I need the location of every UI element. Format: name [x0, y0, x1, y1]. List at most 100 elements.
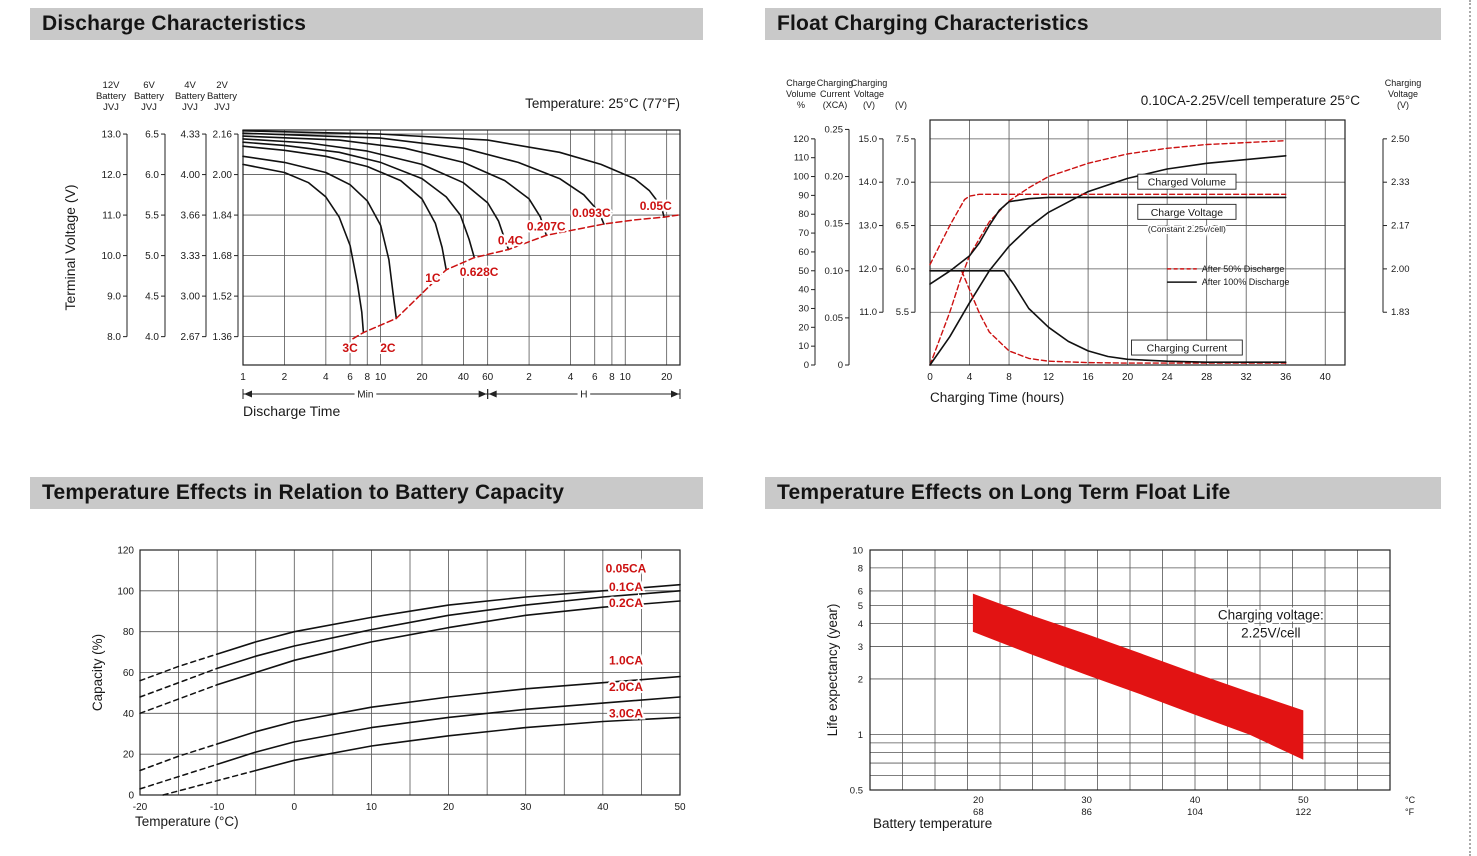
y-tick-label: 10.0 — [102, 251, 122, 262]
y-tick-label: 3.66 — [181, 211, 201, 222]
x-tick-label: 0 — [292, 802, 298, 813]
y-tick-label: 20 — [123, 750, 135, 761]
y-tick-label: 5.0 — [145, 251, 159, 262]
y-tick-label: 4.33 — [181, 130, 201, 141]
plot-border — [242, 129, 681, 366]
label-box — [1131, 339, 1243, 356]
y-tick-label: 5 — [858, 601, 863, 612]
axis-header: Charge — [786, 78, 816, 88]
y-tick-label: 1.84 — [213, 211, 233, 222]
y-tick-label: 14.0 — [859, 177, 878, 188]
temperature-annotation: Temperature: 25°C (77°F) — [525, 96, 680, 111]
x-tick-fahrenheit: 68 — [973, 807, 984, 818]
y-tick-label: 12.0 — [859, 264, 878, 275]
curve-1C — [242, 145, 448, 271]
legend-label: After 50% Discharge — [1202, 264, 1285, 274]
charging-voltage-annotation: 2.25V/cell — [1241, 625, 1300, 640]
curve-label-0.2CA: 0.2CA — [609, 596, 643, 610]
y-tick-label: 3 — [858, 642, 863, 653]
x-tick-label: 36 — [1280, 372, 1292, 383]
legend-label: After 100% Discharge — [1202, 277, 1290, 287]
plot-border — [139, 549, 681, 796]
curve-0.05C — [242, 130, 665, 218]
arrow-right — [671, 390, 679, 398]
y-tick-label: 3.00 — [181, 292, 201, 303]
temperature-capacity-chart: -20 -10 0 10 20 30 40 50 0 20 40 60 80 100 120 0.05CA 0.… — [90, 546, 686, 830]
y-tick-label: 80 — [798, 209, 809, 220]
curve-0.093C — [242, 132, 605, 225]
time-segment-label: Min — [357, 390, 373, 401]
curve-label-0.4C: 0.4C — [498, 233, 524, 247]
x-tick-label: 60 — [482, 372, 494, 383]
x-axis-label: Battery temperature — [873, 816, 992, 831]
y-tick-label: 11.0 — [102, 211, 121, 222]
x-tick-label: 20 — [443, 802, 455, 813]
y-tick-label: 50 — [798, 266, 809, 277]
curve-2C — [242, 155, 398, 320]
y-tick-label: 40 — [798, 285, 809, 296]
x-tick-fahrenheit: 104 — [1187, 807, 1203, 818]
curve-0.2CA — [216, 600, 681, 686]
page-edge-mark — [1469, 0, 1471, 856]
y-tick-label: 0.15 — [825, 219, 844, 230]
y-tick-label: 2.67 — [181, 332, 201, 343]
y-tick-label: 6.5 — [145, 130, 159, 141]
x-tick-label: 4 — [967, 372, 973, 383]
plot-border — [869, 549, 1391, 791]
y-tick-label: 6.5 — [896, 221, 909, 232]
axis-header: (V) — [1397, 100, 1409, 110]
x-tick-label: 30 — [520, 802, 532, 813]
y-tick-label: 1.83 — [1391, 307, 1410, 318]
y-tick-label: 10 — [798, 341, 809, 352]
curve-label-3.0CA: 3.0CA — [609, 706, 643, 720]
y-scale-title: JVJ — [141, 102, 157, 113]
x-tick-label: 20 — [416, 372, 428, 383]
discharge-panel-title: Discharge Characteristics — [30, 8, 703, 40]
y-tick-label: 4 — [858, 619, 863, 630]
y-axis-label: Capacity (%) — [90, 634, 105, 711]
curve-0.207C — [242, 135, 548, 237]
y-axis-label: Terminal Voltage (V) — [62, 184, 78, 310]
life-expectancy-band — [972, 593, 1304, 760]
y-tick-label: 6.0 — [896, 264, 909, 275]
x-axis-label: Charging Time (hours) — [930, 390, 1064, 405]
curve-label-1.0CA: 1.0CA — [609, 653, 643, 667]
curve-charge-voltage-after-100 — [929, 196, 1287, 285]
curve-label-3C: 3C — [342, 341, 358, 355]
y-scale-title: Battery — [134, 91, 164, 102]
discharge-characteristics-chart: 1 2 4 6 8 10 20 40 60 2 4 6 8 10 2012VBatteryJVJ13.012… — [62, 80, 681, 419]
cutoff-dashed-curve — [352, 214, 679, 340]
x-tick-label: 20 — [661, 372, 673, 383]
time-segment-label: H — [580, 390, 587, 401]
x-tick-label: 40 — [597, 802, 609, 813]
curve-charge-voltage-after-50 — [929, 193, 1287, 266]
x-tick-label: 24 — [1162, 372, 1174, 383]
float-life-chart: 1086543210.5206830864010450122°C°FChargi… — [825, 546, 1416, 832]
axis-header: % — [797, 100, 805, 110]
x-axis-label: Discharge Time — [243, 403, 340, 419]
x-tick-label: 28 — [1201, 372, 1213, 383]
y-tick-label: 0.20 — [825, 172, 844, 183]
y-tick-label: 4.5 — [145, 292, 159, 303]
y-tick-label: 0.5 — [850, 786, 863, 797]
label-box — [1137, 173, 1237, 190]
charging-voltage-annotation: Charging voltage: — [1218, 607, 1324, 622]
y-tick-label: 70 — [798, 228, 809, 239]
y-scale-title: 12V — [103, 80, 121, 91]
label-box — [1137, 203, 1237, 220]
y-tick-label: 6.0 — [145, 170, 159, 181]
x-tick-label: 8 — [1006, 372, 1012, 383]
curve-label-2C: 2C — [380, 341, 396, 355]
x-tick-label: 8 — [364, 372, 370, 383]
y-tick-label: 4.0 — [145, 332, 159, 343]
x-tick-label: 8 — [609, 372, 615, 383]
x-tick-label: 10 — [366, 802, 378, 813]
y-tick-label: 2.00 — [1391, 264, 1410, 275]
y-tick-label: 0 — [838, 360, 843, 371]
celsius-unit-label: °C — [1405, 795, 1416, 805]
arrow-left — [488, 390, 497, 398]
fahrenheit-unit-label: °F — [1405, 807, 1415, 817]
y-tick-label: 8.0 — [107, 332, 121, 343]
axis-header: Charging — [1385, 78, 1422, 88]
